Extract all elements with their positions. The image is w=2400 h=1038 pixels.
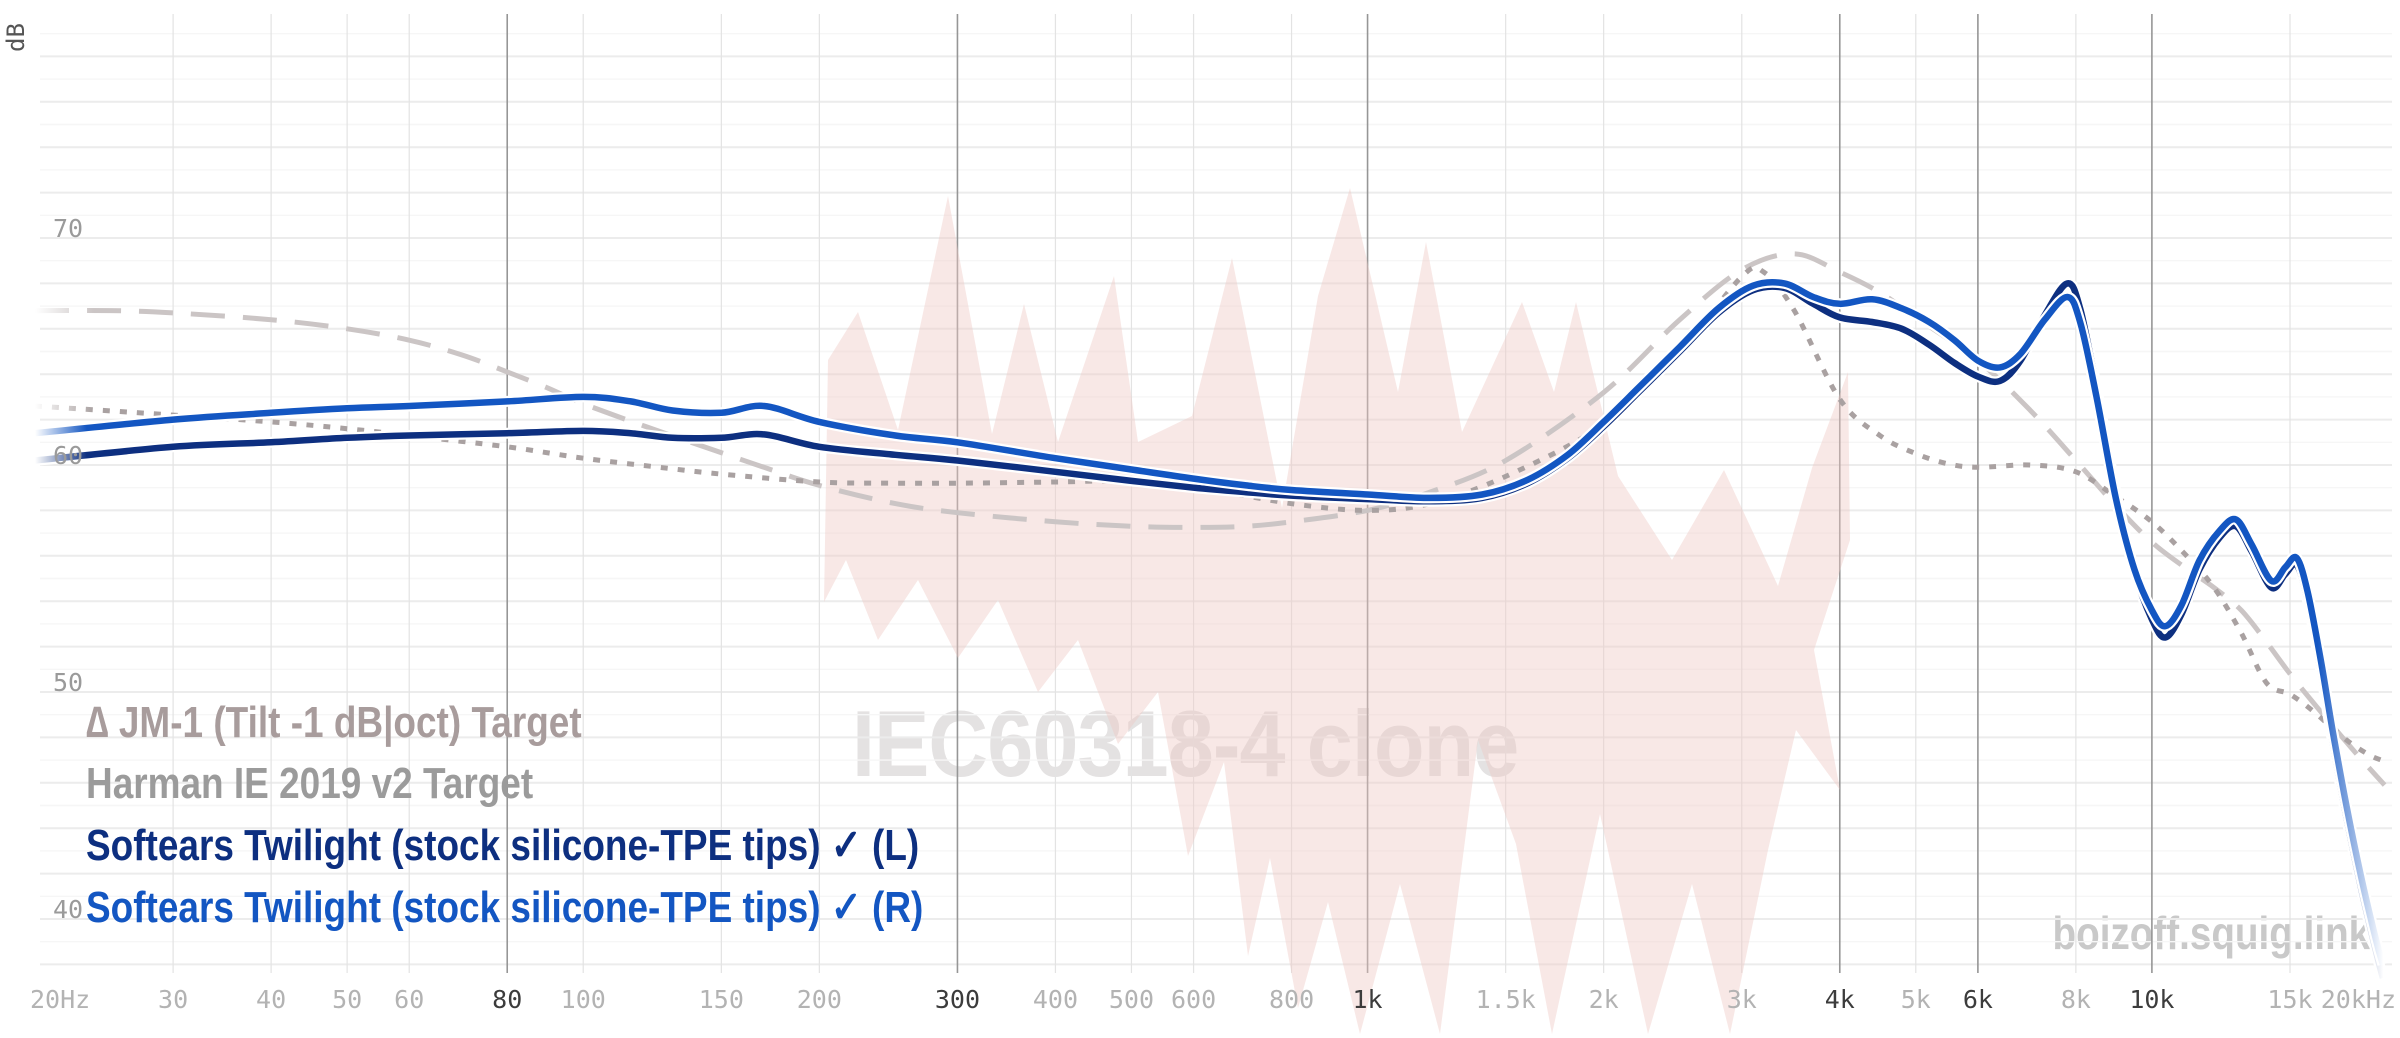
x-tick-4k: 4k [1825, 985, 1855, 1014]
legend-item-2[interactable]: Softears Twilight (stock silicone-TPE ti… [86, 818, 1078, 874]
legend-item-label: ∆ JM-1 (Tilt -1 dB|oct) Target [86, 698, 582, 747]
curve-3 [34, 278, 2387, 966]
y-tick-40: 40 [53, 895, 83, 924]
x-tick-3k: 3k [1727, 985, 1757, 1014]
legend-item-1[interactable]: Harman IE 2019 v2 Target [86, 756, 618, 812]
y-tick-60: 60 [53, 441, 83, 470]
x-tick-600: 600 [1171, 985, 1216, 1014]
x-tick-80: 80 [492, 985, 522, 1014]
curve-1 [34, 264, 2383, 763]
x-tick-300: 300 [935, 985, 980, 1014]
x-tick-200: 200 [797, 985, 842, 1014]
y-axis-labels: 70 60 50 40 [53, 214, 83, 924]
curves [34, 251, 2389, 980]
x-tick-8k: 8k [2061, 985, 2091, 1014]
y-tick-70: 70 [53, 214, 83, 243]
legend-item-label: Harman IE 2019 v2 Target [86, 759, 534, 808]
site-watermark-text: boizoff.squig.link [2052, 907, 2370, 959]
x-tick-5k: 5k [1901, 985, 1931, 1014]
legend-item-label: Softears Twilight (stock silicone-TPE ti… [86, 821, 920, 870]
x-tick-60: 60 [394, 985, 424, 1014]
x-tick-1.5k: 1.5k [1476, 985, 1536, 1014]
legend-item-0[interactable]: ∆ JM-1 (Tilt -1 dB|oct) Target [86, 695, 676, 751]
x-tick-400: 400 [1033, 985, 1078, 1014]
x-tick-2k: 2k [1589, 985, 1619, 1014]
y-tick-50: 50 [53, 668, 83, 697]
x-tick-30: 30 [158, 985, 188, 1014]
rig-watermark-text: IEC60318-4 clone [852, 691, 1519, 796]
x-tick-6k: 6k [1963, 985, 1993, 1014]
y-axis-unit-label: dB [2, 23, 30, 52]
vertical-gridlines [172, 14, 2291, 973]
legend-item-label: Softears Twilight (stock silicone-TPE ti… [86, 883, 924, 932]
x-tick-15k: 15k [2267, 985, 2312, 1014]
x-tick-20Hz: 20Hz [30, 985, 90, 1014]
x-tick-150: 150 [699, 985, 744, 1014]
x-tick-500: 500 [1109, 985, 1154, 1014]
horizontal-gridlines [40, 33, 2392, 966]
x-tick-1k: 1k [1353, 985, 1383, 1014]
x-tick-10k: 10k [2129, 985, 2174, 1014]
curve-0 [34, 251, 2387, 787]
x-tick-800: 800 [1269, 985, 1314, 1014]
x-axis-labels: 20Hz 30 40 50 60 80 100 150 200 300 400 500 600 800 1k… [30, 985, 2396, 1014]
x-tick-40: 40 [256, 985, 286, 1014]
legend-item-3[interactable]: Softears Twilight (stock silicone-TPE ti… [86, 880, 1083, 936]
x-tick-20kHz: 20kHz [2321, 985, 2396, 1014]
x-tick-50: 50 [332, 985, 362, 1014]
x-tick-100: 100 [561, 985, 606, 1014]
